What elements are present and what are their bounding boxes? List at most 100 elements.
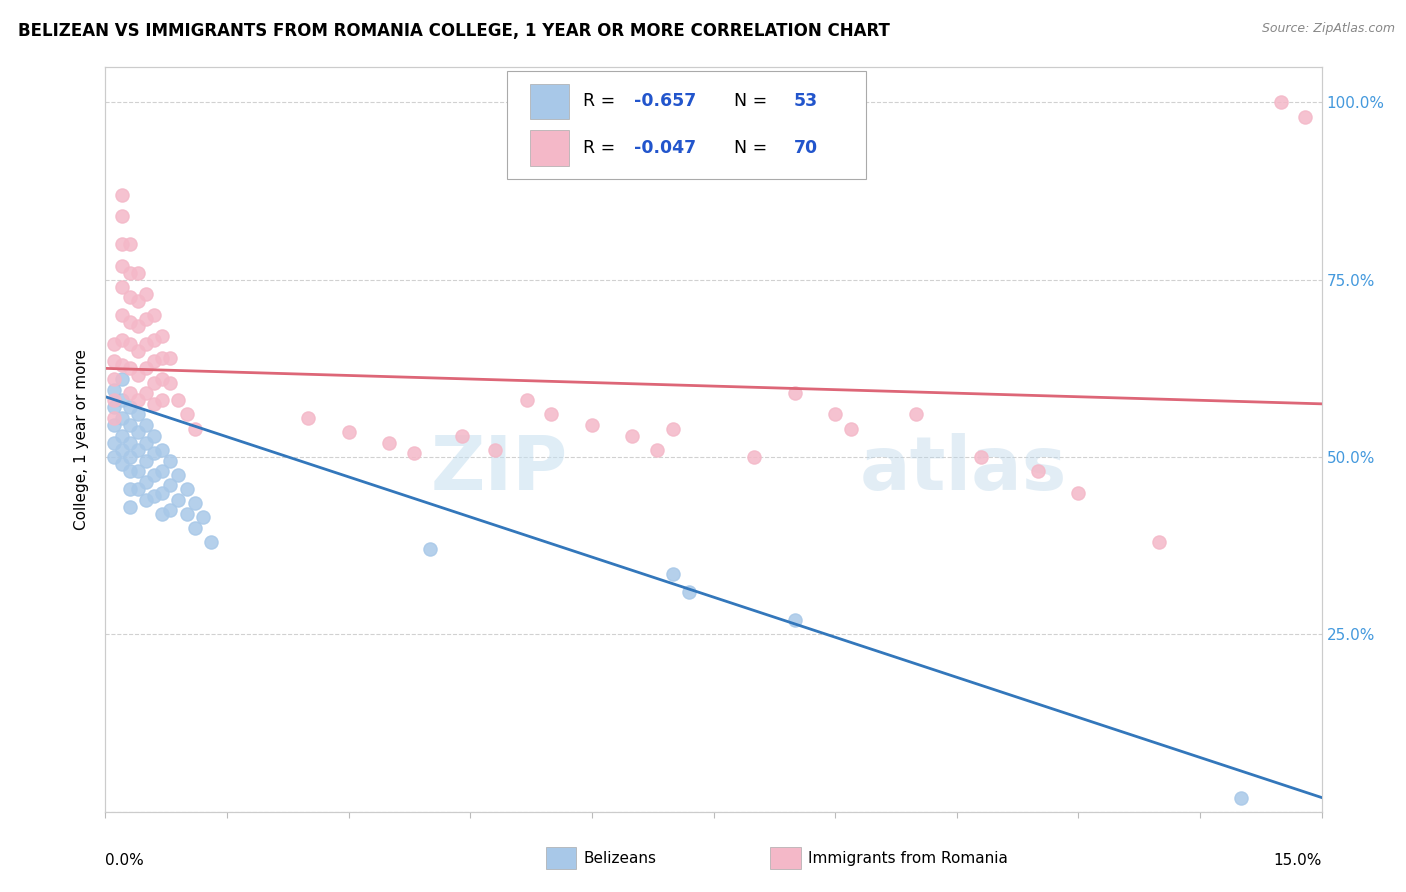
Point xyxy=(111,308,134,322)
Point xyxy=(905,408,928,422)
Point xyxy=(451,429,474,443)
Text: N =: N = xyxy=(723,139,773,157)
Point xyxy=(645,442,668,457)
Text: atlas: atlas xyxy=(859,433,1067,506)
Point xyxy=(135,336,157,351)
Point xyxy=(159,503,181,517)
Point xyxy=(143,429,166,443)
Point xyxy=(103,450,125,464)
Point xyxy=(111,187,134,202)
Point xyxy=(111,333,134,347)
Point xyxy=(150,507,173,521)
Point xyxy=(159,376,181,390)
Point xyxy=(127,442,149,457)
Point xyxy=(662,567,685,582)
Point xyxy=(135,475,157,489)
Point xyxy=(127,464,149,478)
Point xyxy=(103,393,125,408)
Text: 0.0%: 0.0% xyxy=(105,853,145,868)
Point xyxy=(176,408,198,422)
Point xyxy=(103,418,125,433)
Point xyxy=(103,411,125,425)
Point xyxy=(143,489,166,503)
Point xyxy=(621,429,644,443)
Point xyxy=(118,418,141,433)
Point xyxy=(127,425,149,440)
Text: 70: 70 xyxy=(794,139,818,157)
FancyBboxPatch shape xyxy=(530,84,569,120)
Point xyxy=(1149,535,1171,549)
Point xyxy=(150,442,173,457)
Point xyxy=(103,401,125,415)
Point xyxy=(127,293,149,308)
Point xyxy=(118,500,141,514)
Point xyxy=(143,397,166,411)
Point xyxy=(143,308,166,322)
Point xyxy=(111,393,134,408)
Point xyxy=(150,329,173,343)
Point xyxy=(662,422,685,436)
Point xyxy=(150,351,173,365)
Point xyxy=(824,408,846,422)
Point xyxy=(1026,464,1049,478)
Point xyxy=(127,482,149,496)
Point xyxy=(103,372,125,386)
Point xyxy=(337,425,360,440)
Point xyxy=(143,446,166,460)
Point xyxy=(111,457,134,471)
Point xyxy=(143,333,166,347)
Point xyxy=(167,393,190,408)
Point xyxy=(135,492,157,507)
Point xyxy=(111,209,134,223)
Point xyxy=(118,336,141,351)
Text: -0.047: -0.047 xyxy=(634,139,696,157)
Point xyxy=(484,442,506,457)
Point xyxy=(118,266,141,280)
Point xyxy=(159,453,181,467)
Point xyxy=(111,237,134,252)
Point xyxy=(118,315,141,329)
Point xyxy=(176,507,198,521)
Point xyxy=(402,446,425,460)
Point xyxy=(127,368,149,383)
Point xyxy=(1270,95,1292,110)
Text: Source: ZipAtlas.com: Source: ZipAtlas.com xyxy=(1261,22,1395,36)
Point xyxy=(783,386,806,401)
Point xyxy=(118,435,141,450)
Point xyxy=(540,408,562,422)
Point xyxy=(111,372,134,386)
Text: BELIZEAN VS IMMIGRANTS FROM ROMANIA COLLEGE, 1 YEAR OR MORE CORRELATION CHART: BELIZEAN VS IMMIGRANTS FROM ROMANIA COLL… xyxy=(18,22,890,40)
Point xyxy=(111,411,134,425)
Point xyxy=(127,343,149,358)
Point xyxy=(135,435,157,450)
Point xyxy=(167,467,190,482)
Point xyxy=(111,429,134,443)
Point xyxy=(118,237,141,252)
Point xyxy=(135,311,157,326)
Point xyxy=(841,422,863,436)
Point xyxy=(111,358,134,372)
Point xyxy=(118,482,141,496)
Point xyxy=(103,383,125,397)
Point xyxy=(103,435,125,450)
Text: Immigrants from Romania: Immigrants from Romania xyxy=(808,851,1008,865)
Point xyxy=(581,418,603,433)
Point xyxy=(783,613,806,627)
Point xyxy=(127,266,149,280)
Text: Belizeans: Belizeans xyxy=(583,851,657,865)
Text: -0.657: -0.657 xyxy=(634,93,697,111)
Point xyxy=(742,450,765,464)
Point xyxy=(183,521,205,535)
Point xyxy=(200,535,222,549)
Point xyxy=(118,386,141,401)
Point xyxy=(118,464,141,478)
Point xyxy=(150,464,173,478)
Point xyxy=(135,286,157,301)
Point xyxy=(176,482,198,496)
Point xyxy=(135,418,157,433)
Text: N =: N = xyxy=(723,93,773,111)
Point xyxy=(516,393,538,408)
Point xyxy=(127,393,149,408)
Text: 53: 53 xyxy=(794,93,818,111)
Point xyxy=(111,259,134,273)
